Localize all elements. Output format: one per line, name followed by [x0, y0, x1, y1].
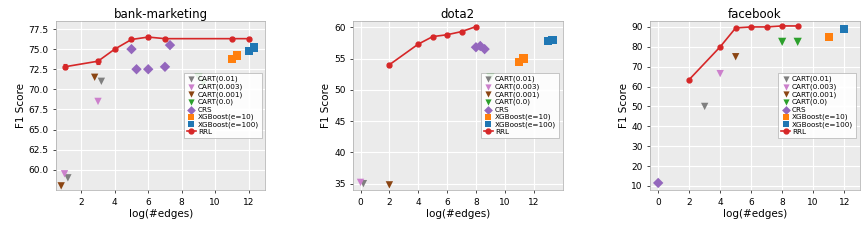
Point: [353, 181, 367, 184]
Y-axis label: F1 Score: F1 Score: [16, 83, 26, 128]
Point: [478, 47, 492, 51]
Point: [383, 183, 397, 187]
Point: [54, 184, 68, 188]
Legend: CART(0.01), CART(0.003), CART(0.001), CART(0.0), CRS, XGBoost(e=10), XGBoost(e=1: CART(0.01), CART(0.003), CART(0.001), CA…: [184, 73, 262, 138]
Point: [142, 67, 156, 71]
Point: [91, 99, 105, 103]
Point: [822, 35, 835, 39]
Point: [837, 27, 851, 31]
Point: [163, 43, 177, 47]
Point: [541, 39, 555, 43]
Legend: CART(0.01), CART(0.003), CART(0.001), CART(0.0), CRS, XGBoost(e=10), XGBoost(e=1: CART(0.01), CART(0.003), CART(0.001), CA…: [481, 73, 559, 138]
Title: facebook: facebook: [728, 8, 782, 21]
Point: [247, 46, 261, 49]
Legend: CART(0.01), CART(0.003), CART(0.001), CART(0.0), CRS, XGBoost(e=10), XGBoost(e=1: CART(0.01), CART(0.003), CART(0.001), CA…: [778, 73, 856, 138]
Point: [651, 181, 665, 185]
X-axis label: log(#edges): log(#edges): [129, 209, 193, 219]
X-axis label: log(#edges): log(#edges): [723, 209, 787, 219]
Point: [242, 49, 256, 53]
Point: [61, 176, 75, 180]
Title: bank-marketing: bank-marketing: [114, 8, 208, 21]
Point: [230, 54, 244, 57]
Point: [791, 40, 804, 44]
X-axis label: log(#edges): log(#edges): [426, 209, 490, 219]
Point: [197, 81, 211, 85]
Point: [192, 75, 206, 79]
Point: [158, 65, 172, 69]
Y-axis label: F1 Score: F1 Score: [321, 83, 332, 128]
Point: [58, 172, 72, 176]
Point: [124, 47, 138, 51]
Point: [94, 79, 108, 83]
Point: [517, 57, 530, 60]
Point: [473, 44, 487, 48]
Point: [545, 38, 559, 42]
Point: [512, 60, 526, 64]
Point: [728, 55, 742, 59]
Point: [484, 75, 498, 79]
Y-axis label: F1 Score: F1 Score: [619, 83, 628, 128]
Title: dota2: dota2: [441, 8, 475, 21]
Point: [714, 72, 727, 75]
Point: [357, 182, 371, 185]
Point: [698, 105, 712, 108]
Point: [775, 40, 789, 44]
Point: [130, 67, 143, 71]
Point: [225, 57, 238, 61]
Point: [88, 75, 102, 79]
Point: [469, 45, 483, 49]
